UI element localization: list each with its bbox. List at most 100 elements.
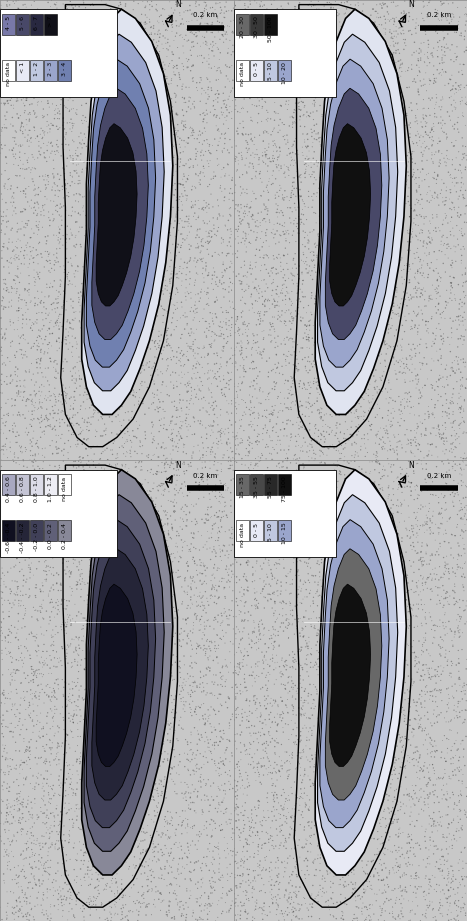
Point bbox=[410, 454, 417, 469]
Point bbox=[47, 419, 55, 434]
Point bbox=[295, 427, 302, 442]
Point bbox=[184, 628, 191, 643]
Point bbox=[353, 402, 361, 417]
Polygon shape bbox=[330, 123, 371, 306]
Point bbox=[183, 507, 190, 522]
Point bbox=[84, 449, 92, 463]
Point bbox=[337, 168, 344, 182]
Point bbox=[414, 770, 421, 785]
Point bbox=[442, 891, 450, 905]
Point bbox=[142, 716, 150, 730]
Point bbox=[146, 596, 154, 611]
Point bbox=[151, 803, 158, 818]
Point bbox=[47, 806, 54, 821]
Point bbox=[221, 93, 229, 108]
Point bbox=[111, 894, 119, 909]
Point bbox=[409, 134, 416, 149]
Point bbox=[262, 740, 269, 755]
Point bbox=[55, 739, 63, 753]
Point bbox=[459, 370, 466, 385]
Point bbox=[364, 26, 372, 41]
Point bbox=[350, 798, 358, 812]
Point bbox=[360, 24, 368, 39]
Point bbox=[328, 134, 335, 148]
Point bbox=[92, 854, 99, 869]
Point bbox=[56, 208, 63, 223]
Point bbox=[318, 427, 325, 442]
Point bbox=[378, 216, 386, 230]
Point bbox=[172, 828, 179, 843]
Point bbox=[130, 146, 138, 160]
Point bbox=[31, 452, 38, 467]
Point bbox=[394, 803, 402, 818]
Point bbox=[9, 130, 17, 145]
Point bbox=[52, 353, 60, 367]
Point bbox=[274, 266, 282, 281]
Point bbox=[261, 308, 268, 322]
Point bbox=[61, 563, 69, 577]
Point bbox=[107, 308, 114, 322]
Point bbox=[176, 8, 184, 23]
Point bbox=[215, 842, 222, 857]
Point bbox=[334, 167, 341, 181]
Point bbox=[283, 330, 291, 344]
Point bbox=[370, 306, 378, 321]
Point bbox=[446, 899, 453, 914]
Point bbox=[81, 845, 88, 860]
Point bbox=[358, 311, 365, 326]
Point bbox=[400, 27, 408, 41]
Point bbox=[32, 395, 39, 410]
Point bbox=[31, 543, 38, 558]
Point bbox=[201, 169, 208, 183]
Point bbox=[441, 607, 448, 622]
Point bbox=[220, 24, 228, 39]
Point bbox=[83, 541, 90, 555]
Point bbox=[360, 109, 368, 123]
Point bbox=[86, 481, 93, 495]
Point bbox=[23, 421, 30, 436]
Point bbox=[7, 526, 14, 541]
Point bbox=[104, 114, 112, 129]
Point bbox=[155, 261, 162, 275]
Point bbox=[265, 577, 273, 591]
Point bbox=[397, 466, 404, 481]
Point bbox=[460, 392, 467, 407]
Point bbox=[178, 266, 185, 281]
Point bbox=[94, 795, 101, 810]
Point bbox=[116, 285, 123, 299]
Point bbox=[161, 547, 168, 562]
Point bbox=[90, 564, 98, 578]
Point bbox=[368, 775, 375, 789]
Point bbox=[358, 705, 366, 720]
Point bbox=[303, 502, 310, 517]
Point bbox=[12, 664, 20, 679]
Point bbox=[292, 439, 299, 454]
Point bbox=[98, 238, 105, 252]
Point bbox=[277, 904, 285, 918]
Point bbox=[133, 771, 141, 786]
Point bbox=[50, 899, 58, 914]
Point bbox=[261, 5, 269, 19]
Point bbox=[424, 0, 431, 13]
Point bbox=[129, 144, 137, 158]
Point bbox=[374, 379, 381, 394]
Point bbox=[116, 141, 123, 156]
Point bbox=[163, 353, 170, 367]
Point bbox=[80, 10, 88, 25]
Point bbox=[302, 603, 310, 618]
Point bbox=[337, 680, 345, 694]
Point bbox=[82, 467, 90, 482]
Point bbox=[203, 38, 211, 52]
Point bbox=[143, 690, 151, 705]
Point bbox=[265, 540, 273, 554]
Point bbox=[315, 429, 322, 444]
Point bbox=[264, 786, 271, 800]
Point bbox=[323, 799, 330, 813]
Point bbox=[14, 68, 21, 83]
Point bbox=[226, 812, 233, 827]
Point bbox=[316, 250, 323, 264]
Point bbox=[183, 463, 190, 478]
Point bbox=[240, 361, 247, 376]
Point bbox=[335, 624, 342, 638]
Point bbox=[259, 448, 266, 462]
